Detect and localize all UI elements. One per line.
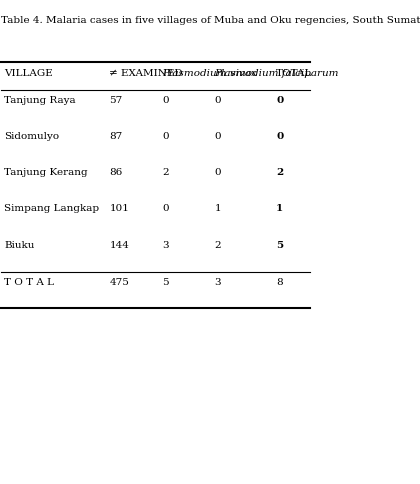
Text: 1: 1 [276, 204, 284, 213]
Text: 3: 3 [162, 241, 168, 250]
Text: 0: 0 [276, 96, 284, 105]
Text: Sidomulyo: Sidomulyo [5, 132, 60, 141]
Text: 8: 8 [276, 278, 283, 287]
Text: Tanjung Kerang: Tanjung Kerang [5, 168, 88, 177]
Text: 3: 3 [214, 278, 221, 287]
Text: 0: 0 [162, 132, 168, 141]
Text: 0: 0 [276, 132, 284, 141]
Text: 101: 101 [110, 204, 129, 213]
Text: 475: 475 [110, 278, 129, 287]
Text: Table 4. Malaria cases in five villages of Muba and Oku regencies, South Sumatra: Table 4. Malaria cases in five villages … [1, 16, 420, 25]
Text: 57: 57 [110, 96, 123, 105]
Text: 0: 0 [162, 204, 168, 213]
Text: 0: 0 [214, 132, 221, 141]
Text: ≠ EXAMINED: ≠ EXAMINED [110, 69, 183, 78]
Text: TOTAL: TOTAL [276, 69, 312, 78]
Text: VILLAGE: VILLAGE [5, 69, 53, 78]
Text: 86: 86 [110, 168, 123, 177]
Text: Biuku: Biuku [5, 241, 35, 250]
Text: 0: 0 [214, 168, 221, 177]
Text: 5: 5 [162, 278, 168, 287]
Text: 0: 0 [162, 96, 168, 105]
Text: 0: 0 [214, 96, 221, 105]
Text: Plasmodium vivax: Plasmodium vivax [162, 69, 257, 78]
Text: 5: 5 [276, 241, 283, 250]
Text: T O T A L: T O T A L [5, 278, 55, 287]
Text: 1: 1 [214, 204, 221, 213]
Text: 2: 2 [276, 168, 284, 177]
Text: Tanjung Raya: Tanjung Raya [5, 96, 76, 105]
Text: 144: 144 [110, 241, 129, 250]
Text: Plasmodium falciparum: Plasmodium falciparum [214, 69, 339, 78]
Text: Simpang Langkap: Simpang Langkap [5, 204, 100, 213]
Text: 2: 2 [214, 241, 221, 250]
Text: 2: 2 [162, 168, 168, 177]
Text: 87: 87 [110, 132, 123, 141]
